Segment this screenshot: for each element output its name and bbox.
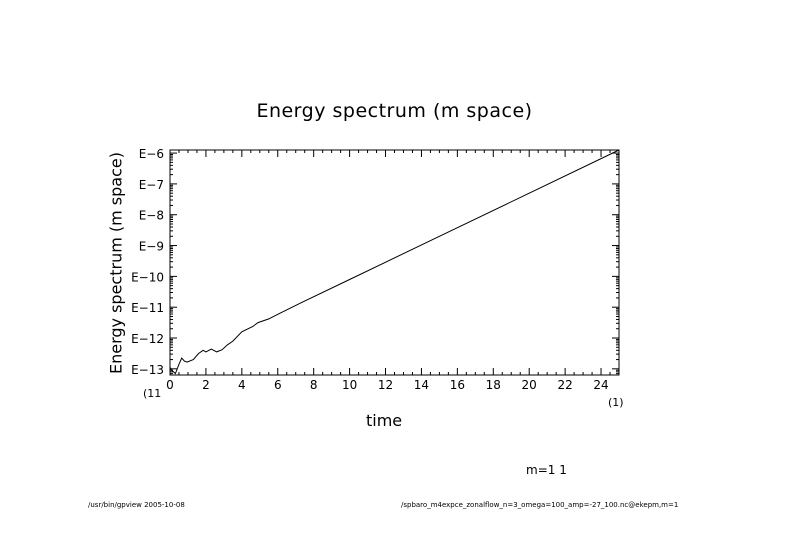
x-tick-label: 24: [593, 378, 608, 392]
plot-frame: [169, 149, 620, 376]
y-axis-label: Energy spectrum (m space): [106, 152, 126, 374]
x-tick-label: 16: [450, 378, 465, 392]
y-tick-label: E−8: [139, 209, 164, 223]
x-tick-label: 4: [238, 378, 246, 392]
y-tick-label: E−7: [139, 178, 164, 192]
y-tick-label: E−11: [131, 301, 164, 315]
x-axis-left-annotation: (11: [143, 387, 162, 400]
x-axis-label: time: [366, 411, 403, 430]
x-tick-label: 22: [557, 378, 572, 392]
y-tick-label: E−13: [131, 363, 164, 377]
x-tick-label: 0: [166, 378, 174, 392]
x-tick-label: 6: [274, 378, 282, 392]
footer-left: /usr/bin/gpview 2005-10-08: [88, 501, 185, 509]
x-tick-label: 2: [202, 378, 210, 392]
y-tick-label: E−10: [131, 270, 164, 284]
x-tick-label: 8: [310, 378, 318, 392]
x-tick-label: 12: [378, 378, 393, 392]
y-tick-label: E−6: [139, 147, 164, 161]
chart-title: Energy spectrum (m space): [256, 100, 533, 122]
footer-right: /spbaro_m4expce_zonalflow_n=3_omega=100_…: [401, 501, 679, 509]
x-tick-label: 18: [486, 378, 501, 392]
y-tick-label: E−9: [139, 240, 164, 254]
x-tick-label: 14: [414, 378, 429, 392]
x-tick-label: 20: [522, 378, 537, 392]
x-axis-right-annotation: (1): [608, 396, 624, 409]
annotation-note: m=1 1: [526, 463, 567, 477]
series-line: [169, 149, 620, 375]
y-tick-label: E−12: [131, 332, 164, 346]
x-tick-label: 10: [342, 378, 357, 392]
